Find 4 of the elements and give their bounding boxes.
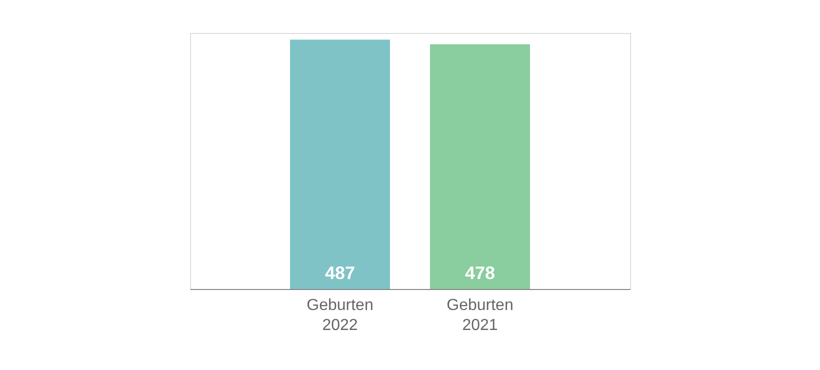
x-tick-label: Geburten 2022 [306,297,374,334]
data-label: 487 [324,263,356,283]
data-label: 478 [464,263,496,283]
x-tick-label: Geburten 2021 [446,297,514,334]
